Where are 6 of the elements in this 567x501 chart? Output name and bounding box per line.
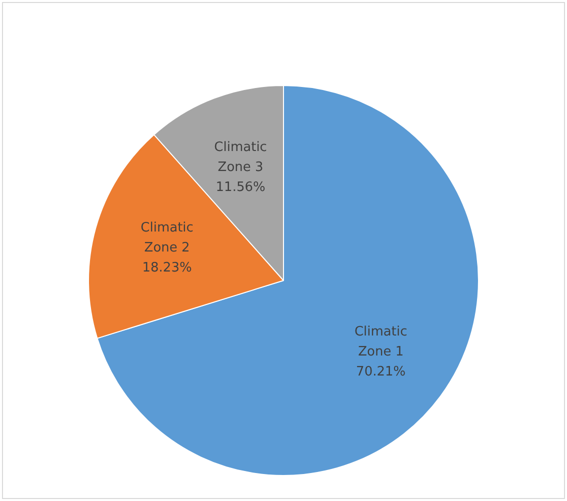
data-label: 11.56% [216,180,266,195]
slice-label: Climatic Zone 2 [140,220,194,256]
slice-label: Climatic Zone 3 [214,140,267,175]
slice-label: Climatic Zone 1 [354,324,408,360]
data-label: 18.23% [142,260,192,276]
data-label: 70.21% [356,364,406,380]
